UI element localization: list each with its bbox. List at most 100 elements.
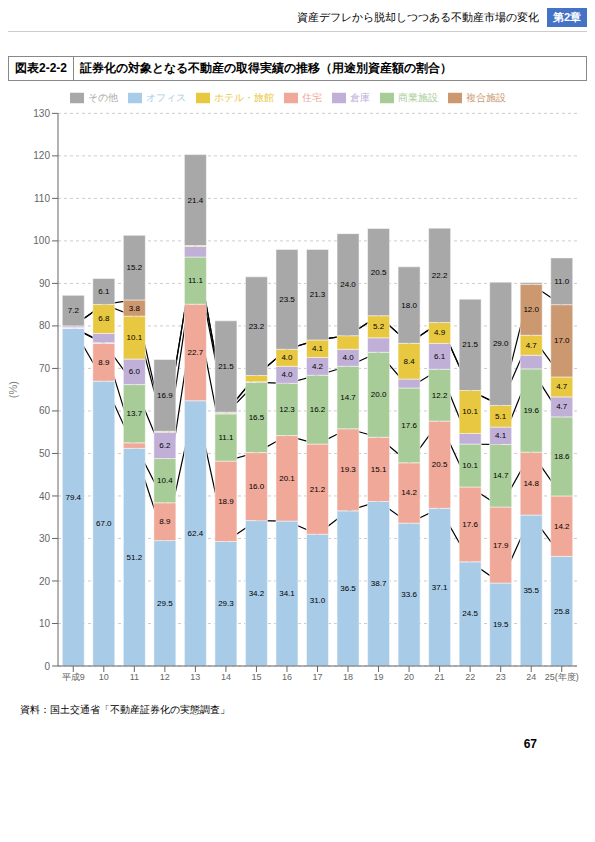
svg-text:7.2: 7.2 [68, 306, 80, 315]
svg-text:4.2: 4.2 [312, 362, 324, 371]
svg-text:100: 100 [33, 235, 50, 246]
svg-text:14: 14 [221, 672, 231, 682]
svg-text:5.2: 5.2 [373, 322, 385, 331]
svg-text:14.7: 14.7 [340, 393, 356, 402]
svg-text:8.9: 8.9 [98, 358, 110, 367]
svg-text:31.0: 31.0 [310, 596, 326, 605]
svg-text:15: 15 [251, 672, 261, 682]
svg-text:25.8: 25.8 [554, 607, 570, 616]
svg-text:60: 60 [39, 405, 51, 416]
svg-text:22.7: 22.7 [188, 348, 204, 357]
svg-text:6.2: 6.2 [159, 441, 171, 450]
svg-text:12.0: 12.0 [523, 305, 539, 314]
svg-text:35.5: 35.5 [523, 586, 539, 595]
svg-text:17.9: 17.9 [493, 541, 509, 550]
svg-text:20.1: 20.1 [279, 474, 295, 483]
svg-text:29.0: 29.0 [493, 339, 509, 348]
svg-text:16.5: 16.5 [249, 413, 265, 422]
svg-text:24.0: 24.0 [340, 280, 356, 289]
svg-text:15.2: 15.2 [127, 263, 143, 272]
svg-text:4.1: 4.1 [495, 431, 507, 440]
svg-text:30: 30 [39, 533, 51, 544]
svg-text:6.1: 6.1 [98, 287, 110, 296]
svg-text:20.5: 20.5 [432, 460, 448, 469]
svg-text:14.2: 14.2 [554, 522, 570, 531]
svg-text:16: 16 [282, 672, 292, 682]
svg-text:4.0: 4.0 [281, 370, 293, 379]
svg-text:37.1: 37.1 [432, 583, 448, 592]
svg-text:6.1: 6.1 [434, 352, 446, 361]
svg-text:21.2: 21.2 [310, 485, 326, 494]
svg-text:120: 120 [33, 150, 50, 161]
svg-text:70: 70 [39, 363, 51, 374]
svg-text:24.5: 24.5 [462, 609, 478, 618]
svg-text:平成9: 平成9 [62, 672, 85, 682]
svg-text:29.3: 29.3 [218, 599, 234, 608]
svg-text:18.9: 18.9 [218, 497, 234, 506]
svg-text:18.0: 18.0 [401, 301, 417, 310]
svg-text:21.5: 21.5 [218, 362, 234, 371]
svg-text:10.1: 10.1 [127, 333, 143, 342]
svg-text:16.9: 16.9 [157, 391, 173, 400]
svg-text:8.4: 8.4 [404, 357, 416, 366]
svg-text:19: 19 [374, 672, 384, 682]
svg-text:18.6: 18.6 [554, 452, 570, 461]
svg-text:10: 10 [39, 618, 51, 629]
svg-text:62.4: 62.4 [188, 529, 204, 538]
svg-text:25(年度): 25(年度) [545, 672, 579, 682]
svg-text:23.5: 23.5 [279, 295, 295, 304]
svg-text:4.7: 4.7 [556, 382, 568, 391]
svg-text:4.7: 4.7 [526, 341, 538, 350]
svg-text:10.4: 10.4 [157, 476, 173, 485]
svg-text:67.0: 67.0 [96, 519, 112, 528]
svg-text:11.0: 11.0 [554, 277, 570, 286]
svg-text:20: 20 [404, 672, 414, 682]
svg-text:14.2: 14.2 [401, 488, 417, 497]
svg-text:3.8: 3.8 [129, 304, 141, 313]
svg-text:40: 40 [39, 491, 51, 502]
svg-text:6.8: 6.8 [98, 314, 110, 323]
svg-text:17.6: 17.6 [401, 421, 417, 430]
svg-text:12: 12 [160, 672, 170, 682]
svg-text:90: 90 [39, 278, 51, 289]
svg-text:20.0: 20.0 [371, 390, 387, 399]
svg-text:20.5: 20.5 [371, 268, 387, 277]
svg-text:8.9: 8.9 [159, 517, 171, 526]
svg-text:17: 17 [312, 672, 322, 682]
svg-text:79.4: 79.4 [65, 493, 81, 502]
svg-text:51.2: 51.2 [127, 553, 143, 562]
svg-text:4.0: 4.0 [281, 353, 293, 362]
svg-text:4.0: 4.0 [342, 353, 354, 362]
svg-text:19.3: 19.3 [340, 465, 356, 474]
svg-text:11: 11 [130, 672, 139, 682]
svg-text:130: 130 [33, 108, 50, 119]
svg-text:12.3: 12.3 [279, 405, 295, 414]
svg-text:4.9: 4.9 [434, 328, 446, 337]
svg-text:50: 50 [39, 448, 51, 459]
svg-text:17.0: 17.0 [554, 336, 570, 345]
svg-text:15.1: 15.1 [371, 465, 387, 474]
svg-text:34.1: 34.1 [279, 589, 295, 598]
svg-text:4.7: 4.7 [556, 402, 568, 411]
svg-text:4.1: 4.1 [312, 344, 324, 353]
svg-text:21.4: 21.4 [188, 196, 204, 205]
svg-text:19.5: 19.5 [493, 620, 509, 629]
svg-text:36.5: 36.5 [340, 584, 356, 593]
svg-text:23.2: 23.2 [249, 322, 265, 331]
svg-text:13.7: 13.7 [127, 409, 143, 418]
svg-text:11.1: 11.1 [218, 433, 234, 442]
svg-text:6.0: 6.0 [129, 367, 141, 376]
svg-text:34.2: 34.2 [249, 589, 265, 598]
svg-text:29.5: 29.5 [157, 599, 173, 608]
svg-text:10.1: 10.1 [462, 461, 478, 470]
svg-text:21.3: 21.3 [310, 290, 326, 299]
svg-text:21: 21 [435, 672, 445, 682]
svg-text:10: 10 [99, 672, 109, 682]
svg-text:24: 24 [526, 672, 536, 682]
svg-text:14.7: 14.7 [493, 471, 509, 480]
svg-text:80: 80 [39, 320, 51, 331]
svg-text:22.2: 22.2 [432, 271, 448, 280]
svg-text:21.5: 21.5 [462, 340, 478, 349]
svg-text:14.8: 14.8 [523, 479, 539, 488]
svg-text:22: 22 [465, 672, 475, 682]
